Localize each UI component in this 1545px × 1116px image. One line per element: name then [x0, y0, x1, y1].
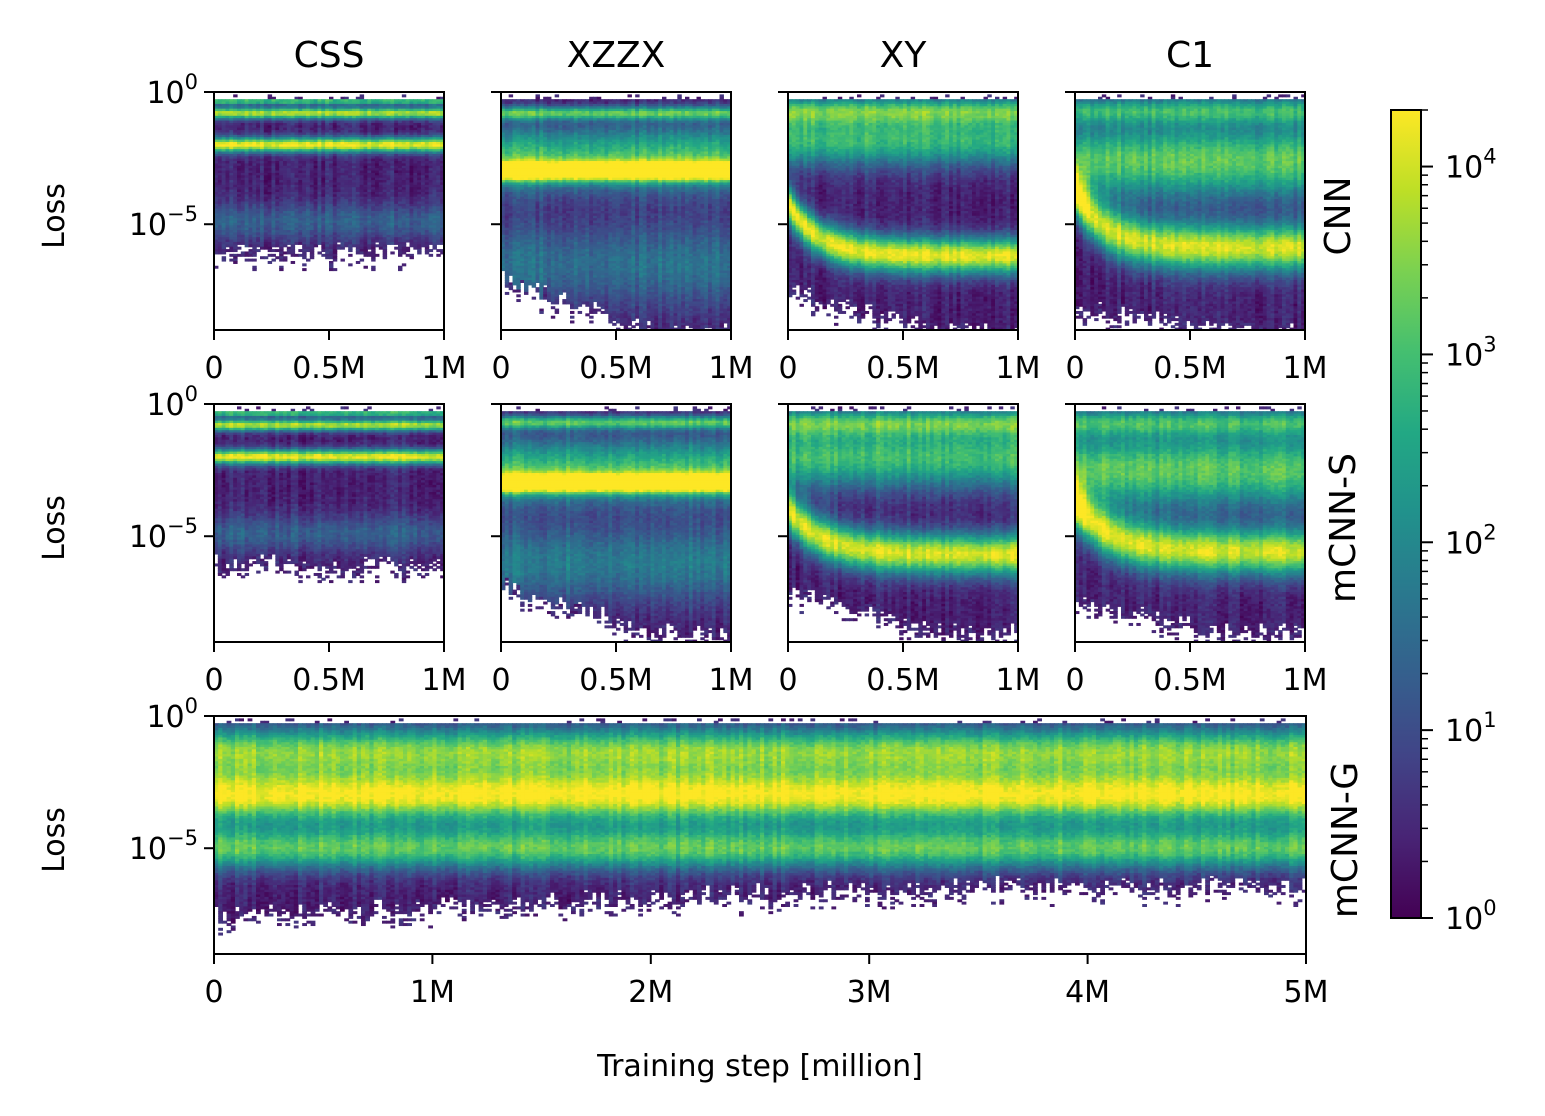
- heatmap-cell: [237, 247, 241, 250]
- heatmap-cell: [279, 259, 283, 262]
- heatmap-cell: [226, 249, 230, 252]
- heatmap-cell: [222, 259, 226, 262]
- heatmap-cell: [249, 259, 253, 262]
- heatmap-cell: [333, 268, 337, 271]
- row-label-mcnn-s: mCNN-S: [1323, 453, 1364, 603]
- heatmap-cell: [252, 268, 256, 271]
- heatmap-cell: [245, 259, 249, 262]
- heatmap-cell: [348, 249, 352, 252]
- heatmap-cell: [348, 254, 352, 257]
- heatmap-cell: [222, 251, 226, 254]
- heatmap-cell: [310, 256, 314, 259]
- heatmap-cell: [260, 256, 264, 259]
- heatmap-cell: [283, 244, 287, 247]
- heatmap-cell: [275, 256, 279, 259]
- heatmap-cell: [341, 247, 345, 250]
- heatmap-cell: [287, 251, 291, 254]
- heatmap-cell: [241, 254, 245, 257]
- column-title-xzzx: XZZX: [567, 35, 666, 76]
- heatmap-cell: [249, 254, 253, 257]
- column-title-css: CSS: [294, 35, 365, 76]
- heatmap-cell: [352, 244, 356, 247]
- heatmap-cell: [233, 94, 237, 97]
- heatmap-cell: [279, 268, 283, 271]
- heatmap-cell: [298, 249, 302, 252]
- heatmap-cell: [298, 254, 302, 257]
- heatmap-cell: [245, 244, 249, 247]
- heatmap-cell: [337, 247, 341, 250]
- heatmap-cell: [283, 251, 287, 254]
- heatmap-cell: [272, 244, 276, 247]
- heatmap-cell: [229, 259, 233, 262]
- heatmap-cell: [321, 254, 325, 257]
- heatmap-cell: [249, 244, 253, 247]
- heatmap-cells: [214, 94, 445, 271]
- heatmap-cell: [233, 261, 237, 264]
- heatmap-cell: [264, 247, 268, 250]
- heatmap-cell: [329, 268, 333, 271]
- heatmap-cell: [260, 247, 264, 250]
- heatmap-cell: [272, 259, 276, 262]
- heatmap-cell: [264, 256, 268, 259]
- heatmap-cell: [318, 251, 322, 254]
- heatmap-cell: [333, 259, 337, 262]
- column-title-c1: C1: [1166, 35, 1214, 76]
- heatmap-cell: [314, 244, 318, 247]
- heatmap-cell: [325, 256, 329, 259]
- heatmap-cell: [237, 254, 241, 257]
- heatmap-cell: [291, 254, 295, 257]
- heatmap-cell: [306, 259, 310, 262]
- heatmap-cell: [252, 259, 256, 262]
- heatmap-cell: [268, 249, 272, 252]
- heatmap-cell: [268, 254, 272, 257]
- heatmap-cell: [233, 249, 237, 252]
- y-axis-label-row1: Loss: [37, 183, 72, 249]
- heatmap-cell: [344, 244, 348, 247]
- heatmap-cell: [252, 254, 256, 257]
- heatmap-cell: [256, 244, 260, 247]
- row-label-cnn: CNN: [1318, 177, 1359, 256]
- heatmap-cell: [241, 242, 245, 245]
- heatmap-cell: [229, 249, 233, 252]
- heatmap-cell: [275, 244, 279, 247]
- heatmap-cell: [272, 254, 276, 257]
- heatmap-cell: [218, 251, 222, 254]
- heatmap-cell: [295, 242, 299, 245]
- heatmap-cell: [295, 254, 299, 257]
- y-axis-label-row2: Loss: [37, 495, 72, 561]
- heatmap-cell: [275, 249, 279, 252]
- heatmap-cell: [226, 244, 230, 247]
- heatmap-cell: [337, 240, 341, 243]
- heatmap-cell: [256, 249, 260, 252]
- heatmap-cell: [302, 268, 306, 271]
- heatmap-cell: [306, 249, 310, 252]
- y-axis-label-row3: Loss: [37, 807, 72, 873]
- row-label-mcnn-g: mCNN-G: [1325, 762, 1366, 918]
- heatmap-cell: [302, 256, 306, 259]
- x-axis-label: Training step [million]: [596, 1049, 923, 1084]
- heatmap-cell: [268, 261, 272, 264]
- heatmap-cell: [341, 259, 345, 262]
- heatmap-cell: [298, 242, 302, 245]
- heatmap-cell: [291, 261, 295, 264]
- heatmap-cell: [302, 263, 306, 266]
- heatmap-cell: [329, 256, 333, 259]
- heatmap-cell: [229, 254, 233, 257]
- heatmap-cell: [287, 242, 291, 245]
- heatmap-cell: [237, 242, 241, 245]
- column-title-xy: XY: [880, 35, 928, 76]
- heatmap-cell: [272, 249, 276, 252]
- heatmap-cell: [321, 249, 325, 252]
- heatmap-cell: [245, 254, 249, 257]
- heatmap-cell: [283, 259, 287, 262]
- heatmap-cell: [318, 242, 322, 245]
- heatmap-cell: [348, 263, 352, 266]
